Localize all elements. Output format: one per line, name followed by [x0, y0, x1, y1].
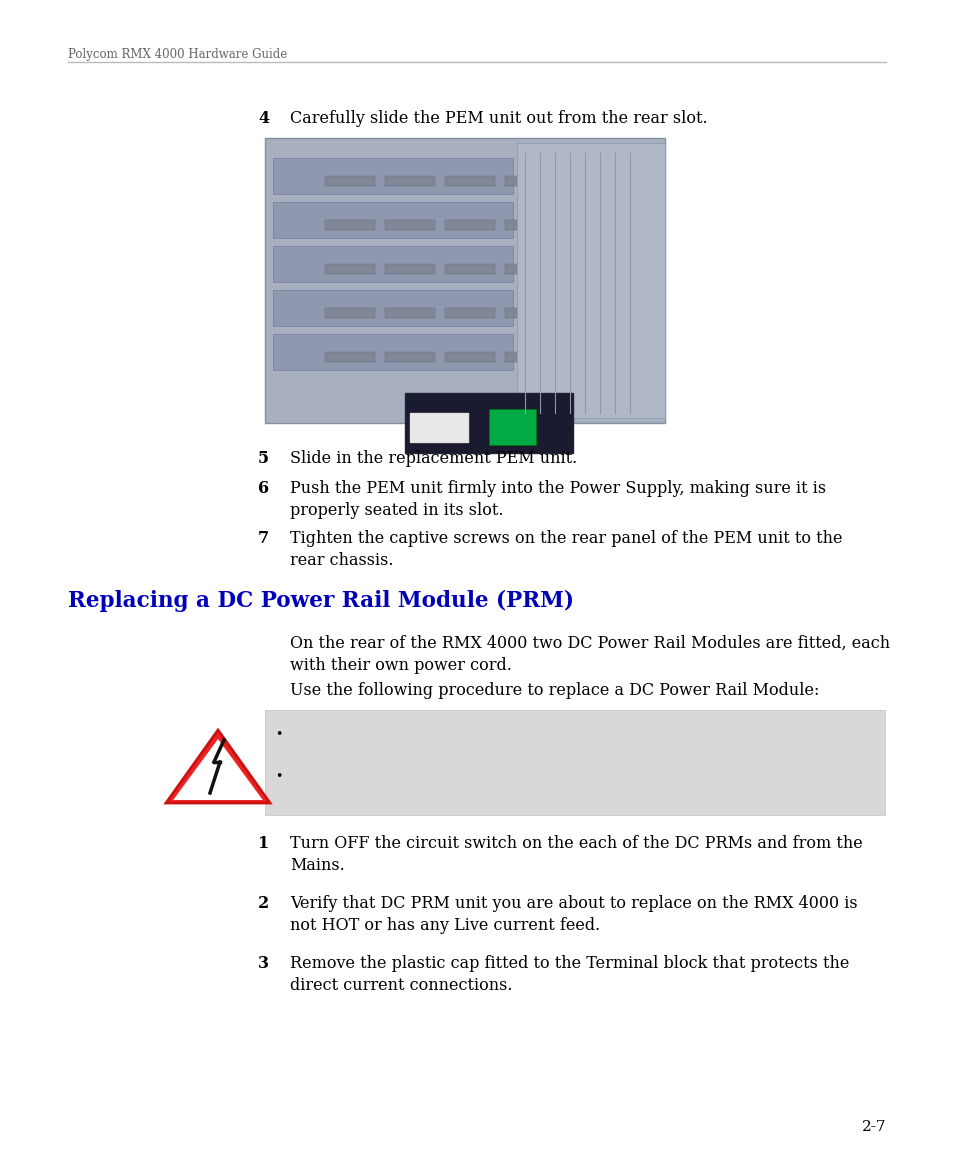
Bar	[444, 176, 495, 186]
Bar	[273, 158, 513, 194]
Text: 3: 3	[257, 955, 269, 973]
Text: Remove the plastic cap fitted to the Terminal block that protects the: Remove the plastic cap fitted to the Ter…	[290, 955, 848, 973]
Bar	[385, 352, 435, 362]
Bar	[325, 219, 375, 230]
Text: Replacing a DC Power Rail Module (PRM): Replacing a DC Power Rail Module (PRM)	[68, 590, 574, 612]
Text: rear chassis.: rear chassis.	[290, 552, 393, 569]
Bar	[273, 246, 513, 282]
Bar	[265, 137, 664, 423]
Text: Push the PEM unit firmly into the Power Supply, making sure it is: Push the PEM unit firmly into the Power …	[290, 480, 825, 497]
Bar	[504, 219, 555, 230]
Bar	[444, 264, 495, 274]
Text: 4: 4	[257, 110, 269, 127]
Text: •: •	[274, 770, 282, 783]
Bar	[385, 176, 435, 186]
Bar	[325, 352, 375, 362]
Text: 1: 1	[257, 835, 269, 852]
Bar	[405, 393, 573, 453]
Text: Turn OFF the circuit switch on the each of the DC PRMs and from the: Turn OFF the circuit switch on the each …	[290, 835, 862, 852]
Text: Slide in the replacement PEM unit.: Slide in the replacement PEM unit.	[290, 450, 577, 467]
Bar	[489, 409, 536, 445]
Bar	[265, 710, 884, 815]
Text: with their own power cord.: with their own power cord.	[290, 657, 512, 675]
Text: 5: 5	[257, 450, 269, 467]
Text: 6: 6	[257, 480, 269, 497]
Bar	[504, 176, 555, 186]
Text: 2: 2	[257, 895, 269, 912]
Bar	[504, 352, 555, 362]
Text: •: •	[274, 728, 282, 742]
Text: Carefully slide the PEM unit out from the rear slot.: Carefully slide the PEM unit out from th…	[290, 110, 707, 127]
Bar	[273, 202, 513, 238]
Bar	[385, 264, 435, 274]
Text: Verify that DC PRM unit you are about to replace on the RMX 4000 is: Verify that DC PRM unit you are about to…	[290, 895, 857, 912]
Bar	[325, 264, 375, 274]
Text: not HOT or has any Live current feed.: not HOT or has any Live current feed.	[290, 917, 599, 934]
Bar	[410, 413, 468, 444]
Text: 7: 7	[257, 530, 269, 547]
Text: Use the following procedure to replace a DC Power Rail Module:: Use the following procedure to replace a…	[290, 681, 819, 699]
Bar	[444, 308, 495, 318]
Bar	[444, 219, 495, 230]
Bar	[504, 308, 555, 318]
Polygon shape	[166, 730, 270, 803]
Bar	[385, 308, 435, 318]
Bar	[385, 219, 435, 230]
Polygon shape	[173, 739, 262, 800]
Text: Tighten the captive screws on the rear panel of the PEM unit to the: Tighten the captive screws on the rear p…	[290, 530, 841, 547]
Bar	[517, 143, 664, 418]
Text: direct current connections.: direct current connections.	[290, 977, 512, 994]
Text: Polycom RMX 4000 Hardware Guide: Polycom RMX 4000 Hardware Guide	[68, 49, 287, 61]
Text: Mains.: Mains.	[290, 857, 344, 874]
Text: 2-7: 2-7	[861, 1120, 885, 1134]
Bar	[504, 264, 555, 274]
Text: On the rear of the RMX 4000 two DC Power Rail Modules are fitted, each: On the rear of the RMX 4000 two DC Power…	[290, 635, 889, 653]
Bar	[273, 290, 513, 326]
Bar	[325, 176, 375, 186]
Bar	[273, 334, 513, 370]
Bar	[325, 308, 375, 318]
Text: properly seated in its slot.: properly seated in its slot.	[290, 502, 503, 519]
Bar	[444, 352, 495, 362]
